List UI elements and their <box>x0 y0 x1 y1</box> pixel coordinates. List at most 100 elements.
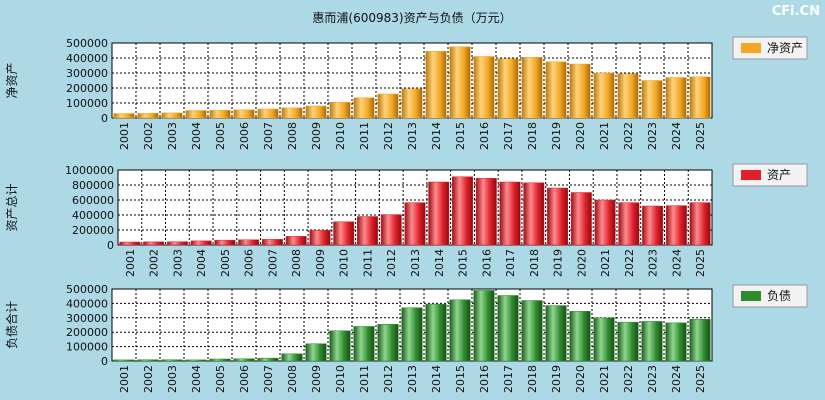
x-tick-label: 2001 <box>118 122 131 150</box>
x-tick-label: 2002 <box>148 249 161 277</box>
bar-assets-2021 <box>594 199 616 246</box>
watermark-text: CFi.CN <box>772 4 820 19</box>
bar-equity-2023 <box>641 80 663 119</box>
y-tick-label: 400000 <box>66 52 108 65</box>
x-tick-label: 2003 <box>166 122 179 150</box>
bar-equity-2009 <box>305 105 327 119</box>
y-tick-label: 500000 <box>66 283 108 296</box>
x-tick-label: 2007 <box>262 365 275 393</box>
bar-equity-2012 <box>377 93 399 119</box>
x-tick-label: 2021 <box>598 122 611 150</box>
bar-equity-2005 <box>209 109 231 119</box>
chart-title: 惠而浦(600983)资产与负债（万元） <box>312 11 511 25</box>
bar-liabilities-2019 <box>545 305 567 362</box>
x-tick-label: 2016 <box>478 122 491 150</box>
bar-equity-2013 <box>401 88 423 119</box>
x-tick-label: 2018 <box>528 249 541 277</box>
legend-liabilities: 负债 <box>732 284 808 308</box>
x-tick-label: 2007 <box>262 122 275 150</box>
bar-equity-2007 <box>257 108 279 119</box>
x-tick-label: 2022 <box>622 365 635 393</box>
x-tick-label: 2009 <box>314 249 327 277</box>
bar-liabilities-2017 <box>497 295 519 362</box>
bar-equity-2004 <box>185 110 207 119</box>
x-tick-label: 2021 <box>599 249 612 277</box>
bar-assets-2025 <box>689 202 711 246</box>
x-tick-label: 2006 <box>238 122 251 150</box>
bar-equity-2018 <box>521 57 543 119</box>
bar-liabilities-2001 <box>113 359 135 362</box>
x-tick-label: 2004 <box>190 122 203 150</box>
x-tick-label: 2025 <box>694 122 707 150</box>
bar-assets-2006 <box>238 239 260 246</box>
bar-assets-2014 <box>428 181 450 246</box>
x-tick-label: 2025 <box>694 365 707 393</box>
bar-assets-2004 <box>190 240 212 246</box>
x-tick-label: 2004 <box>190 365 203 393</box>
x-tick-label: 2012 <box>382 365 395 393</box>
y-tick-label: 300000 <box>66 67 108 80</box>
bar-liabilities-2009 <box>305 343 327 362</box>
legend-swatch <box>741 170 761 180</box>
bar-equity-2015 <box>449 46 471 119</box>
legend-swatch <box>741 43 761 53</box>
bar-equity-2017 <box>497 58 519 119</box>
bar-assets-2011 <box>357 216 378 246</box>
bar-liabilities-2005 <box>209 358 231 362</box>
x-tick-label: 2001 <box>124 249 137 277</box>
y-tick-label: 200000 <box>72 224 114 237</box>
x-tick-label: 2025 <box>694 249 707 277</box>
x-tick-label: 2012 <box>385 249 398 277</box>
panel-assets: 0 200000 400000 600000 800000 1000000 2001 2002… <box>5 163 808 277</box>
legend-label: 净资产 <box>767 41 803 55</box>
bar-liabilities-2004 <box>185 359 207 362</box>
bar-equity-2002 <box>137 112 159 119</box>
x-tick-label: 2008 <box>290 249 303 277</box>
bar-equity-2006 <box>233 109 255 119</box>
x-tick-label: 2014 <box>430 122 443 150</box>
x-tick-label: 2015 <box>454 365 467 393</box>
bar-liabilities-2006 <box>233 358 255 362</box>
x-tick-label: 2014 <box>430 365 443 393</box>
bar-assets-2018 <box>523 182 545 246</box>
x-tick-label: 2024 <box>670 365 683 393</box>
x-tick-label: 2013 <box>406 122 419 150</box>
bar-liabilities-2003 <box>161 359 183 362</box>
x-tick-label: 2020 <box>574 365 587 393</box>
bar-equity-2014 <box>425 51 447 119</box>
y-tick-label: 100000 <box>66 341 108 354</box>
bar-assets-2019 <box>547 187 569 246</box>
x-tick-label: 2005 <box>219 249 232 277</box>
bar-assets-2022 <box>618 202 640 246</box>
x-tick-label: 2010 <box>334 365 347 393</box>
x-tick-label: 2024 <box>670 249 683 277</box>
x-tick-label: 2020 <box>574 122 587 150</box>
x-tick-label: 2009 <box>310 122 323 150</box>
x-tick-label: 2003 <box>171 249 184 277</box>
x-tick-label: 2023 <box>647 249 660 277</box>
legend-label: 资产 <box>767 168 791 182</box>
legend-box <box>732 163 808 187</box>
bar-assets-2009 <box>309 230 331 246</box>
legend-box <box>732 284 808 308</box>
x-tick-label: 2006 <box>238 365 251 393</box>
bar-equity-2024 <box>665 77 687 119</box>
bar-liabilities-2021 <box>593 317 615 362</box>
x-tick-label: 2019 <box>550 122 563 150</box>
bar-liabilities-2020 <box>569 311 591 362</box>
bar-liabilities-2014 <box>425 303 447 362</box>
y-tick-label: 200000 <box>66 82 108 95</box>
y-tick-label: 400000 <box>72 209 114 222</box>
x-tick-label: 2023 <box>646 365 659 393</box>
x-tick-label: 2017 <box>504 249 517 277</box>
x-tick-label: 2001 <box>118 365 131 393</box>
y-tick-label: 800000 <box>72 179 114 192</box>
bar-assets-2016 <box>475 178 497 246</box>
y-axis-label: 资产总计 <box>5 183 19 231</box>
bar-assets-2015 <box>452 176 473 246</box>
bar-liabilities-2016 <box>473 290 495 362</box>
legend-equity: 净资产 <box>732 36 808 60</box>
bar-equity-2001 <box>113 113 135 119</box>
